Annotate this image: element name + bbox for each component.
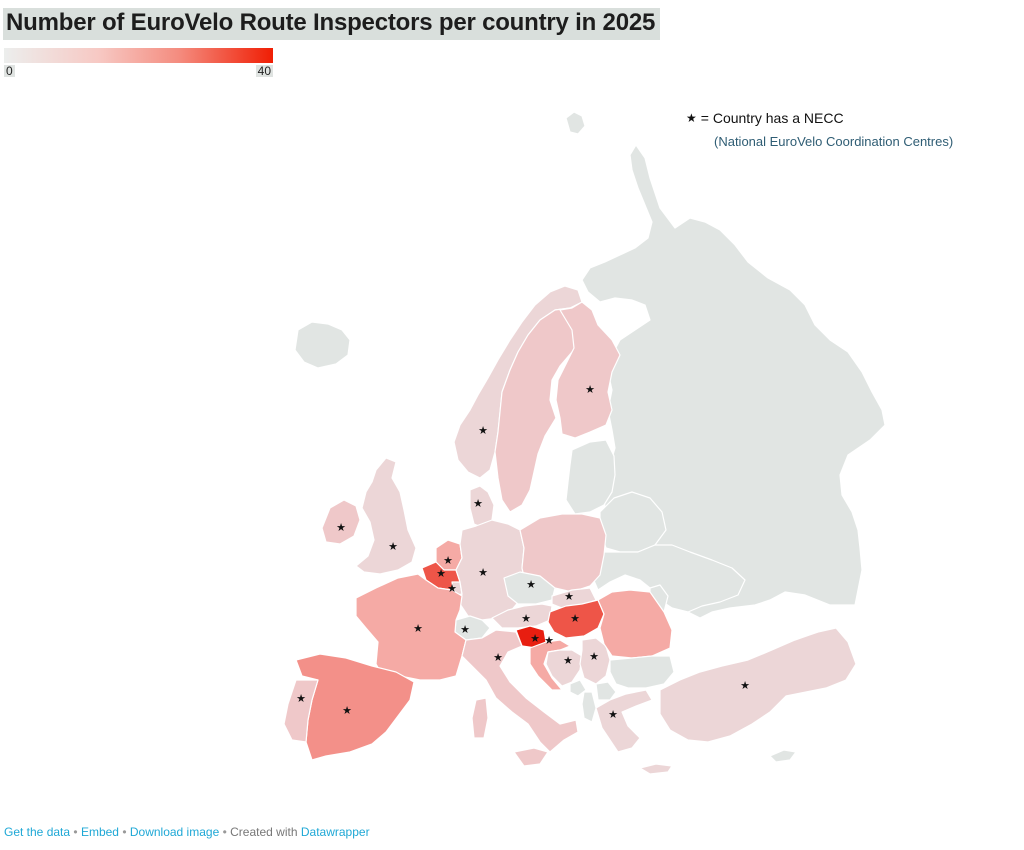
necc-star-germany: ★ — [478, 566, 488, 579]
star-icon: ★ — [686, 111, 697, 125]
country-montenegro[interactable] — [569, 679, 587, 697]
necc-star-netherlands: ★ — [443, 554, 453, 567]
country-finland[interactable] — [555, 301, 621, 439]
necc-star-france: ★ — [413, 622, 423, 635]
necc-star-hungary: ★ — [570, 612, 580, 625]
footer: Get the data • Embed • Download image • … — [4, 825, 370, 839]
necc-star-turkey: ★ — [740, 679, 750, 692]
chart-title: Number of EuroVelo Route Inspectors per … — [6, 9, 656, 36]
necc-star-uk: ★ — [388, 540, 398, 553]
country-albania[interactable] — [581, 691, 597, 723]
footer-separator: • — [73, 825, 78, 839]
necc-star-norway: ★ — [478, 424, 488, 437]
necc-markers: ★ ★ ★ ★ ★ ★ ★ ★ ★ ★ ★ ★ ★ ★ ★ ★ ★ ★ ★ ★ … — [296, 383, 750, 721]
necc-star-spain: ★ — [342, 704, 352, 717]
country-baltics[interactable] — [565, 439, 616, 515]
necc-star-croatia: ★ — [544, 634, 554, 647]
country-hungary[interactable] — [547, 599, 605, 639]
chart-title-box: Number of EuroVelo Route Inspectors per … — [3, 8, 661, 40]
color-scale-ticks: 0 40 — [4, 63, 273, 77]
necc-star-bosnia: ★ — [563, 654, 573, 667]
country-uk[interactable] — [355, 457, 417, 575]
datawrapper-link[interactable]: Datawrapper — [300, 825, 370, 839]
necc-star-slovakia: ★ — [564, 590, 574, 603]
necc-star-belgium: ★ — [436, 567, 446, 580]
necc-star-slovenia: ★ — [530, 632, 540, 645]
country-serbia[interactable] — [579, 637, 611, 685]
necc-key-label: = Country has a NECC — [700, 110, 844, 126]
country-romania[interactable] — [597, 589, 673, 659]
get-data-link[interactable]: Get the data — [4, 825, 71, 839]
necc-star-serbia: ★ — [589, 650, 599, 663]
footer-separator: • — [122, 825, 127, 839]
country-portugal[interactable] — [283, 679, 319, 743]
necc-star-greece: ★ — [608, 708, 618, 721]
country-italy-sicily[interactable] — [513, 747, 549, 767]
necc-star-czechia: ★ — [526, 578, 536, 591]
necc-star-portugal: ★ — [296, 692, 306, 705]
necc-star-austria: ★ — [521, 612, 531, 625]
necc-key-line: ★ = Country has a NECC — [686, 110, 953, 126]
country-north-macedonia[interactable] — [595, 681, 617, 701]
color-scale-max-label: 40 — [255, 64, 273, 78]
necc-star-italy: ★ — [493, 651, 503, 664]
country-germany[interactable] — [455, 519, 527, 621]
country-italy[interactable] — [461, 629, 579, 753]
color-scale-gradient — [4, 48, 273, 63]
necc-key-subtitle: (National EuroVelo Coordination Centres) — [714, 134, 954, 149]
country-italy-sardinia[interactable] — [471, 697, 489, 739]
country-ukraine[interactable] — [591, 544, 746, 613]
country-bulgaria[interactable] — [609, 655, 675, 689]
created-with-text: Created with — [230, 825, 298, 839]
necc-star-finland: ★ — [585, 383, 595, 396]
country-turkey[interactable] — [659, 627, 857, 743]
country-svalbard[interactable] — [565, 111, 586, 135]
embed-link[interactable]: Embed — [80, 825, 119, 839]
necc-star-luxembourg: ★ — [447, 582, 457, 595]
country-bosnia[interactable] — [545, 649, 583, 687]
country-sweden[interactable] — [494, 307, 583, 513]
necc-star-denmark: ★ — [473, 497, 483, 510]
country-cyprus[interactable] — [769, 749, 797, 763]
download-image-link[interactable]: Download image — [129, 825, 220, 839]
country-greece-crete[interactable] — [639, 763, 673, 775]
country-croatia[interactable] — [529, 639, 571, 691]
necc-key: ★ = Country has a NECC (National EuroVel… — [686, 110, 953, 149]
footer-separator: • — [222, 825, 227, 839]
country-greece[interactable] — [595, 689, 653, 753]
country-ireland[interactable] — [321, 499, 361, 545]
necc-star-ireland: ★ — [336, 521, 346, 534]
country-iceland[interactable] — [294, 321, 351, 369]
color-scale-min-label: 0 — [4, 64, 15, 78]
color-scale-legend: 0 40 — [4, 48, 273, 77]
necc-star-switzerland: ★ — [460, 623, 470, 636]
